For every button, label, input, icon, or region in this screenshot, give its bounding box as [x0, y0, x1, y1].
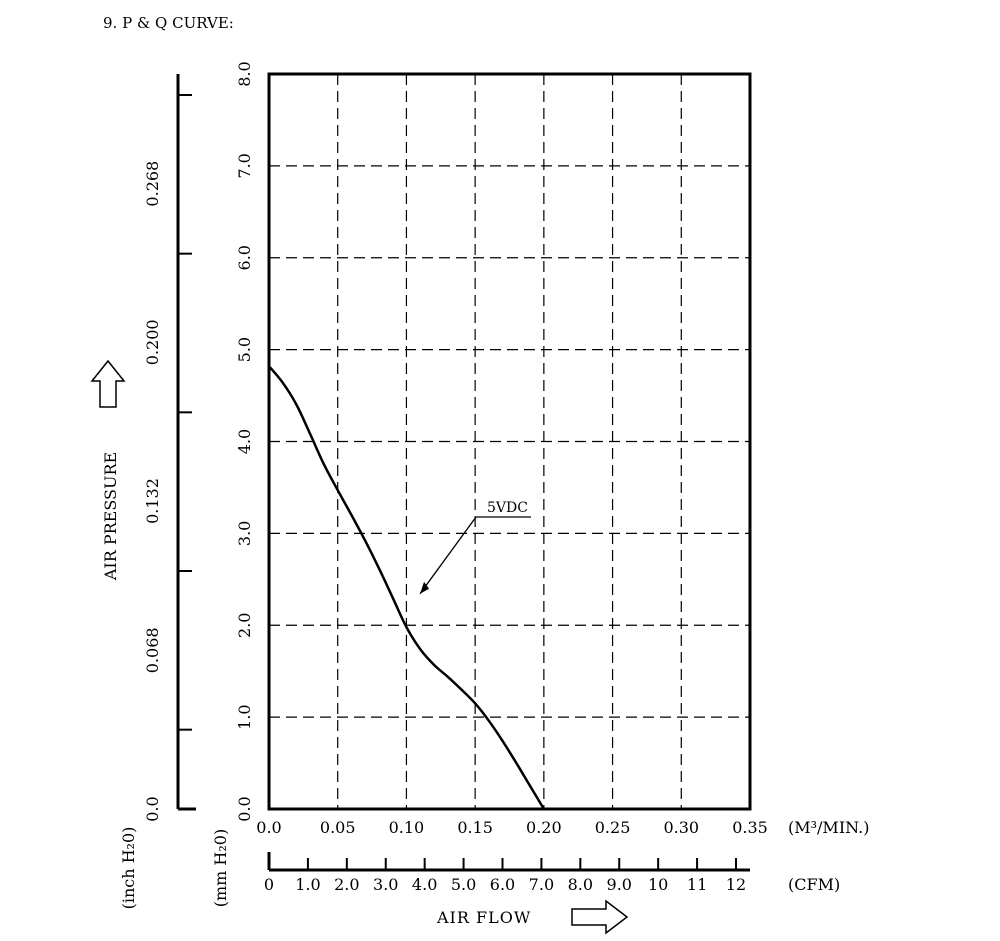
x-primary-unit: (M³/MIN.) — [788, 818, 869, 837]
x-secondary-tick-label: 4.0 — [412, 875, 437, 894]
x-tick-label: 0.35 — [732, 818, 768, 837]
arrow-up-icon — [90, 359, 126, 408]
y-tick-label: 7.0 — [235, 153, 254, 178]
y-axis-title: AIR PRESSURE — [101, 452, 120, 581]
y-tick-label: 0.0 — [235, 796, 254, 821]
x-tick-label: 0.10 — [389, 818, 425, 837]
x-secondary-tick-label: 9.0 — [607, 875, 632, 894]
x-secondary-tick-label: 7.0 — [529, 875, 554, 894]
page-heading: 9. P & Q CURVE: — [103, 14, 234, 32]
y-tick-labels: 0.0 1.0 2.0 3.0 4.0 5.0 6.0 7.0 8.0 — [235, 61, 254, 821]
y-tick-label: 5.0 — [235, 337, 254, 362]
arrow-right-icon — [571, 899, 629, 935]
x-secondary-tick-label: 6.0 — [490, 875, 515, 894]
y-secondary-tick-label: 0.200 — [143, 319, 162, 365]
x-tick-labels: 0.0 0.05 0.10 0.15 0.20 0.25 0.30 0.35 — [256, 818, 768, 837]
y-tick-label: 4.0 — [235, 429, 254, 454]
x-axis-title: AIR FLOW — [436, 908, 531, 927]
x-secondary-tick-label: 2.0 — [334, 875, 359, 894]
x-secondary-tick-label: 0 — [264, 875, 274, 894]
series-line-5vdc — [268, 365, 545, 810]
x-secondary-tick-label: 3.0 — [373, 875, 398, 894]
x-tick-label: 0.0 — [256, 818, 281, 837]
grid-lines — [269, 74, 750, 809]
y-secondary-ticks: 0.0 0.068 0.132 0.200 0.268 — [143, 94, 192, 822]
y-secondary-tick-label: 0.132 — [143, 478, 162, 524]
x-secondary-unit: (CFM) — [788, 875, 840, 894]
curve-layer: 5VDC — [268, 365, 545, 810]
x-secondary-tick-label: 1.0 — [295, 875, 320, 894]
y-secondary-tick-label: 0.0 — [143, 796, 162, 821]
y-tick-label: 8.0 — [235, 61, 254, 86]
y-tick-label: 6.0 — [235, 245, 254, 270]
y-tick-label: 3.0 — [235, 521, 254, 546]
x-secondary-tick-label: 10 — [648, 875, 668, 894]
y-secondary-tick-label: 0.268 — [143, 161, 162, 207]
x-secondary-ticks: 0 1.0 2.0 3.0 4.0 5.0 6.0 7.0 8.0 9.0 10 11 12 — [264, 858, 746, 894]
y-tick-label: 2.0 — [235, 613, 254, 638]
x-tick-label: 0.15 — [457, 818, 493, 837]
x-tick-label: 0.20 — [526, 818, 562, 837]
y-primary-unit: (mm H₂0) — [211, 829, 230, 907]
series-label: 5VDC — [487, 500, 528, 516]
x-secondary-tick-label: 5.0 — [451, 875, 476, 894]
y-secondary-tick-label: 0.068 — [143, 627, 162, 673]
x-tick-label: 0.25 — [595, 818, 631, 837]
x-tick-label: 0.30 — [663, 818, 699, 837]
x-secondary-tick-label: 12 — [726, 875, 746, 894]
x-secondary-tick-label: 11 — [687, 875, 707, 894]
series-label-leader — [419, 516, 477, 595]
x-secondary-tick-label: 8.0 — [568, 875, 593, 894]
leader-arrowhead-icon — [420, 581, 430, 594]
x-tick-label: 0.05 — [320, 818, 356, 837]
y-secondary-unit: (inch H₂0) — [119, 827, 138, 910]
y-tick-label: 1.0 — [235, 704, 254, 729]
